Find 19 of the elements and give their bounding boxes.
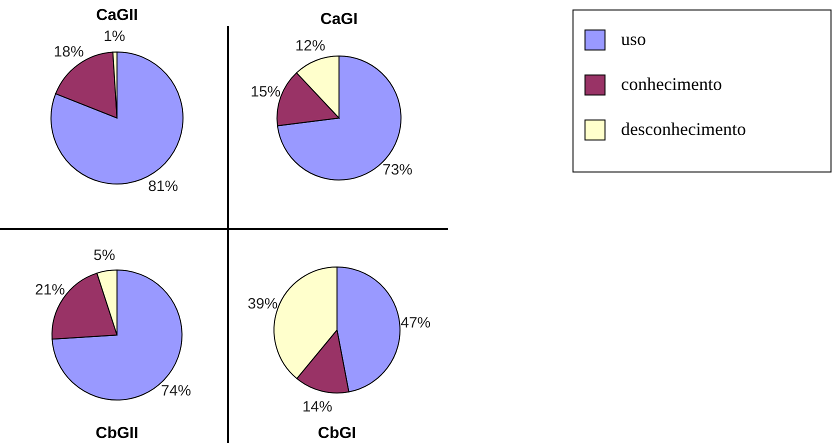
text: CbGII (96, 425, 138, 442)
data-label: 74% (161, 382, 192, 400)
legend-label: desconhecimento (621, 119, 746, 139)
data-label: 1% (104, 28, 126, 46)
data-label: 18% (54, 44, 84, 61)
data-label: 39% (248, 295, 278, 312)
legend-label: conhecimento (621, 74, 722, 94)
legend-label: uso (621, 29, 646, 49)
data-label: 15% (250, 84, 281, 101)
data-label: 5% (93, 246, 116, 264)
chart-title: CaGI (320, 11, 358, 28)
data-label: 47% (400, 314, 431, 332)
data-label: 14% (302, 398, 332, 416)
data-label: 21% (34, 281, 66, 298)
data-label: 81% (148, 178, 178, 195)
text: CbGI (318, 425, 356, 442)
data-label: 73% (382, 162, 413, 179)
chart-title: CaGII (96, 7, 138, 24)
data-label: 12% (295, 37, 326, 54)
